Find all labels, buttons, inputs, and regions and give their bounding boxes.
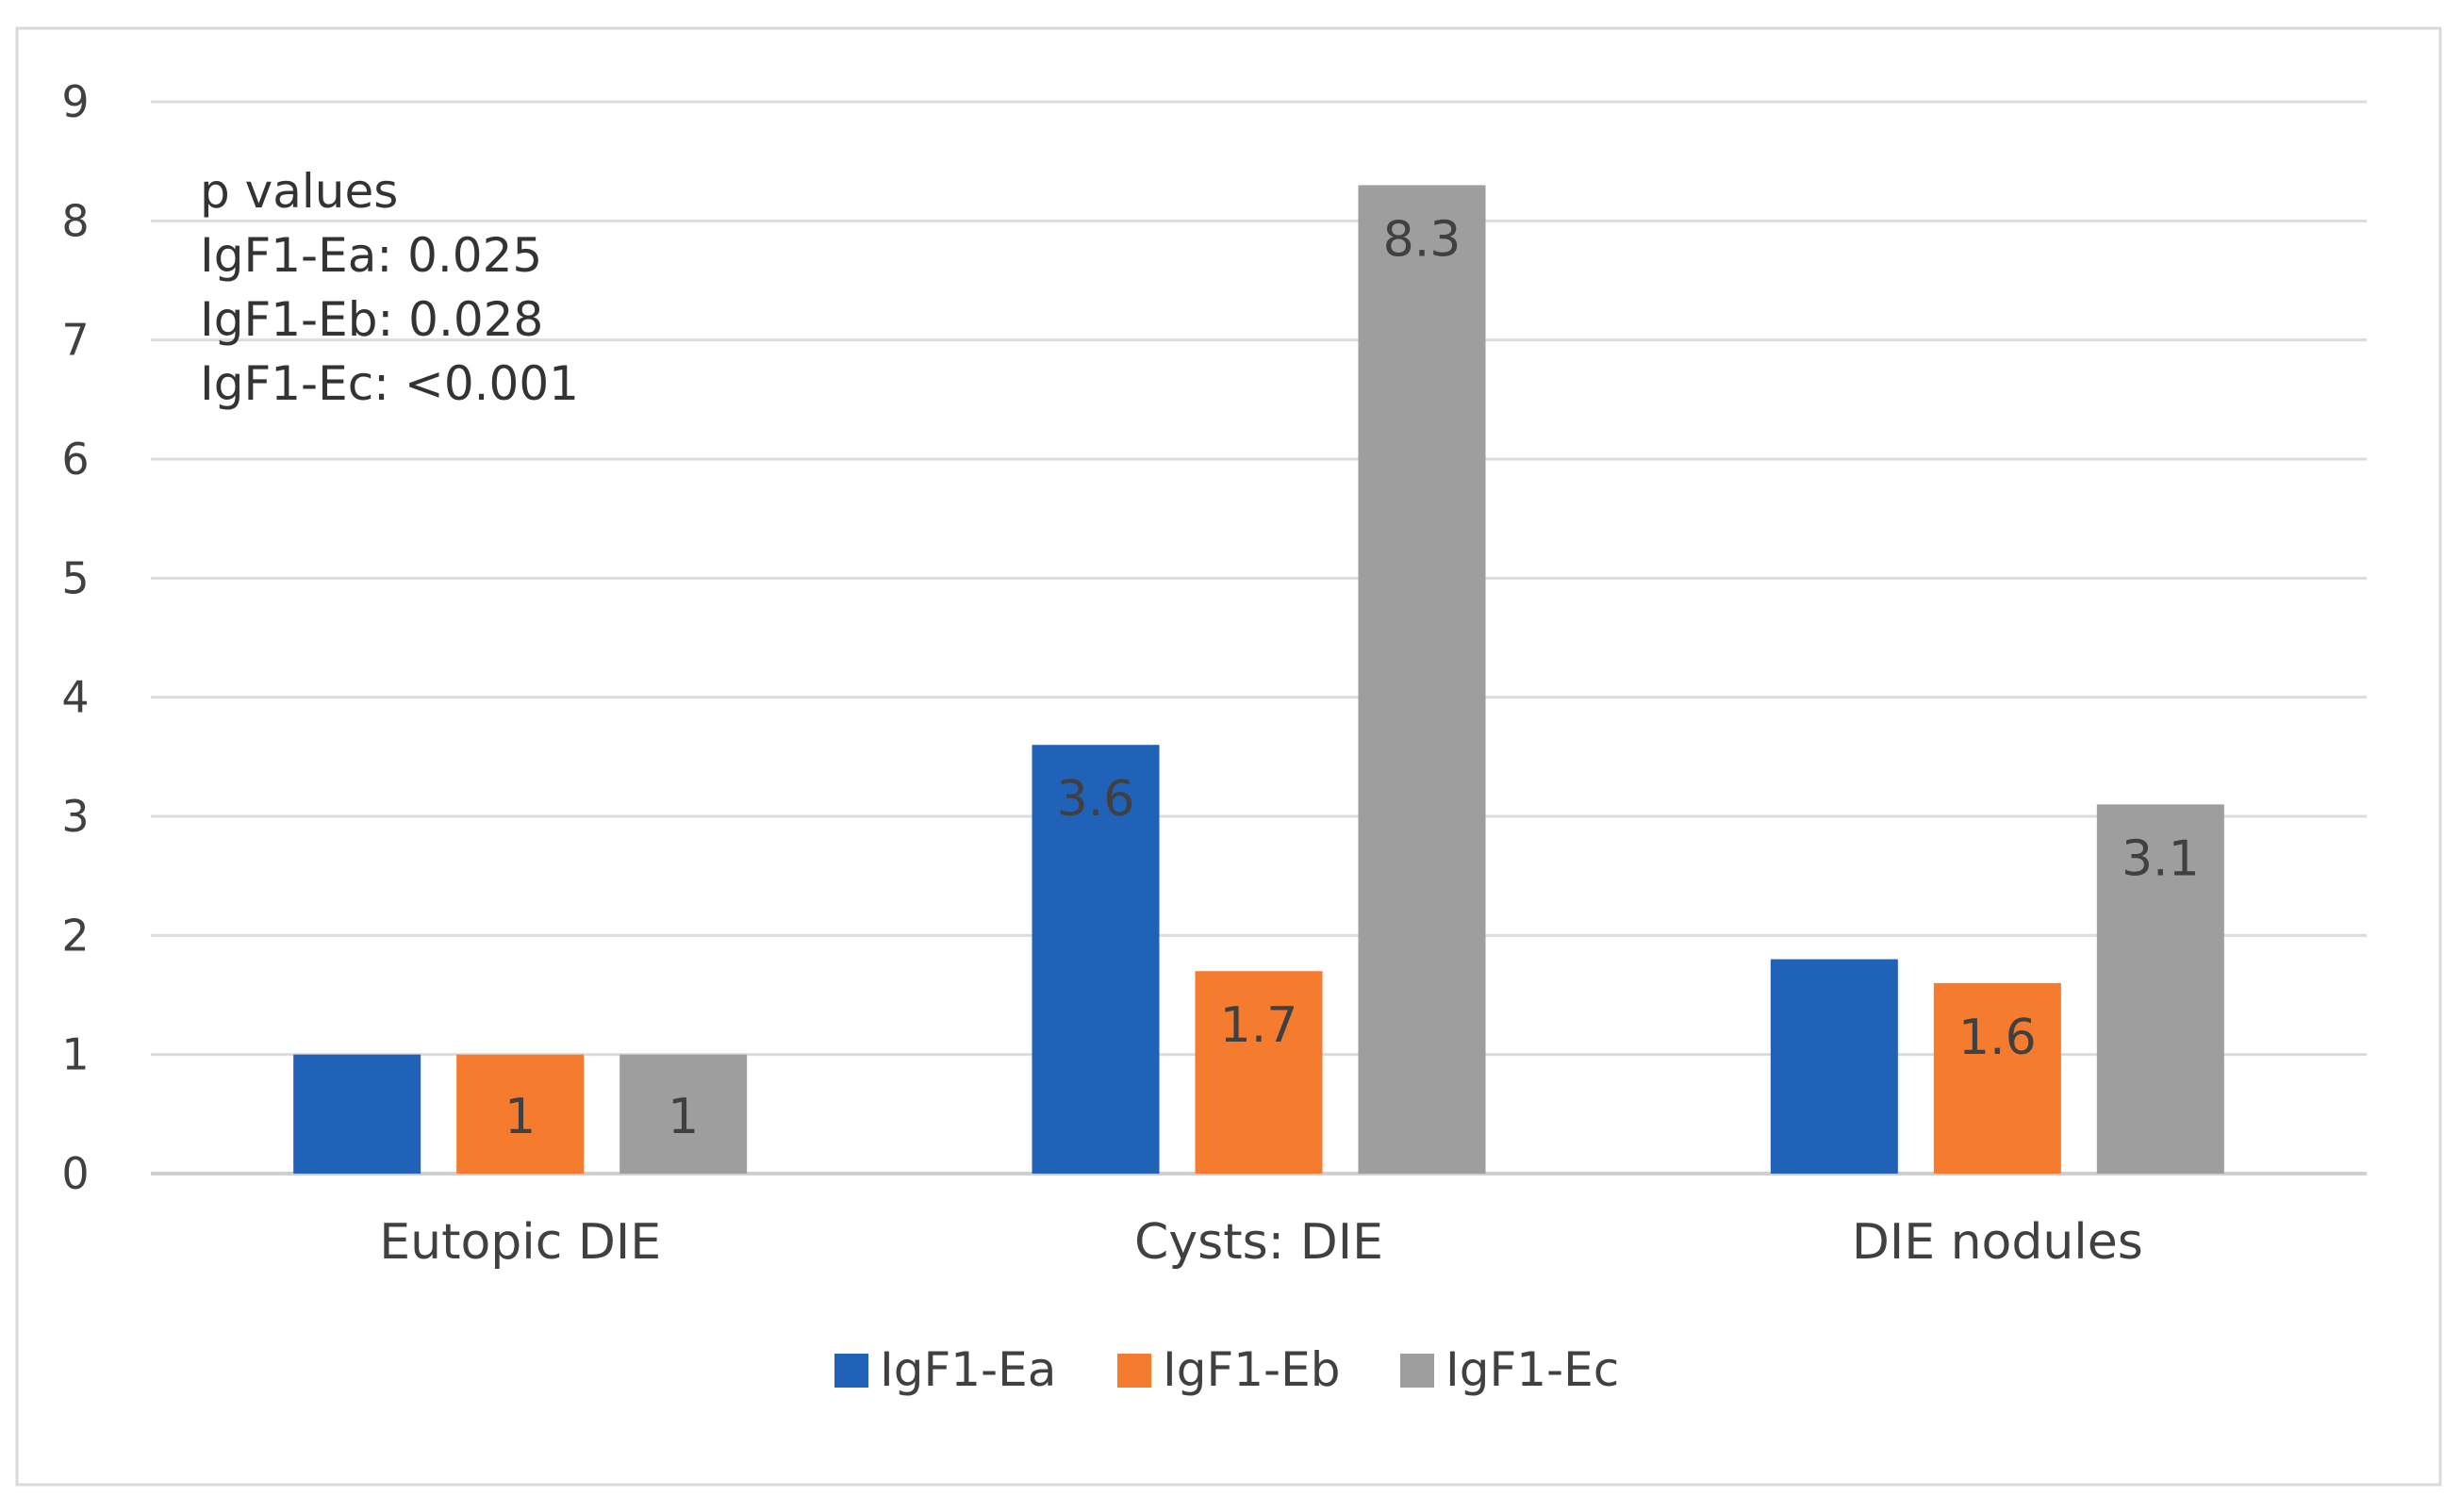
bar-igf1-ec-2 (2096, 804, 2224, 1174)
y-tick-label: 3 (61, 791, 89, 842)
x-tick-label: DIE nodules (1852, 1214, 2143, 1271)
x-tick-label: Cysts: DIE (1134, 1214, 1383, 1271)
x-tick-label: Eutopic DIE (379, 1214, 661, 1271)
data-label: 1 (668, 1089, 699, 1145)
y-tick-label: 1 (61, 1029, 89, 1080)
annotation-line: IgF1-Eb: 0.028 (200, 292, 543, 347)
bar-igf1-ea-0 (293, 1054, 421, 1174)
legend-swatch (1117, 1354, 1151, 1388)
data-label: 3.1 (2122, 830, 2200, 887)
bar-igf1-eb-2 (1933, 982, 2061, 1174)
legend-swatch (1400, 1354, 1434, 1388)
y-tick-label: 2 (61, 910, 89, 961)
legend: IgF1-Ea IgF1-Eb IgF1-Ec (834, 1342, 1619, 1397)
bar-igf1-eb-1 (1195, 971, 1323, 1174)
legend-label: IgF1-Eb (1163, 1342, 1340, 1397)
y-axis-ticks: 0 1 2 3 4 5 6 7 8 9 (61, 76, 89, 1199)
bar-igf1-eb-0 (456, 1054, 585, 1174)
bars (293, 185, 2224, 1174)
data-label: 1 (504, 1089, 536, 1145)
bar-igf1-ea-2 (1770, 959, 1898, 1174)
data-label: 1.6 (1958, 1010, 2037, 1066)
bar-igf1-ec-0 (619, 1054, 748, 1174)
data-label: 3.6 (1057, 771, 1135, 828)
annotation-line: p values (200, 164, 398, 219)
annotation-line: IgF1-Ec: <0.001 (200, 356, 579, 411)
y-tick-label: 4 (61, 672, 89, 723)
data-label: 8.3 (1383, 211, 1462, 268)
chart-frame (15, 26, 2442, 1487)
legend-label: IgF1-Ec (1445, 1342, 1619, 1397)
y-tick-label: 0 (61, 1148, 89, 1199)
x-axis-ticks: Eutopic DIE Cysts: DIE DIE nodules (379, 1214, 2143, 1271)
y-tick-label: 5 (61, 552, 89, 603)
data-label: 1.7 (1220, 997, 1298, 1054)
legend-label: IgF1-Ea (880, 1342, 1056, 1397)
p-values-annotation: p values IgF1-Ea: 0.025 IgF1-Eb: 0.028 IgF1… (200, 164, 579, 411)
bar-igf1-ea-1 (1032, 745, 1160, 1174)
legend-swatch (834, 1354, 868, 1388)
bar-igf1-ec-1 (1358, 185, 1486, 1174)
y-tick-label: 9 (61, 76, 89, 127)
y-tick-label: 6 (61, 434, 89, 485)
data-labels: 1 1 3.6 1.7 8.3 1.6 3.1 (504, 211, 2200, 1144)
y-tick-label: 7 (61, 315, 89, 366)
y-tick-label: 8 (61, 195, 89, 246)
annotation-line: IgF1-Ea: 0.025 (200, 228, 542, 283)
